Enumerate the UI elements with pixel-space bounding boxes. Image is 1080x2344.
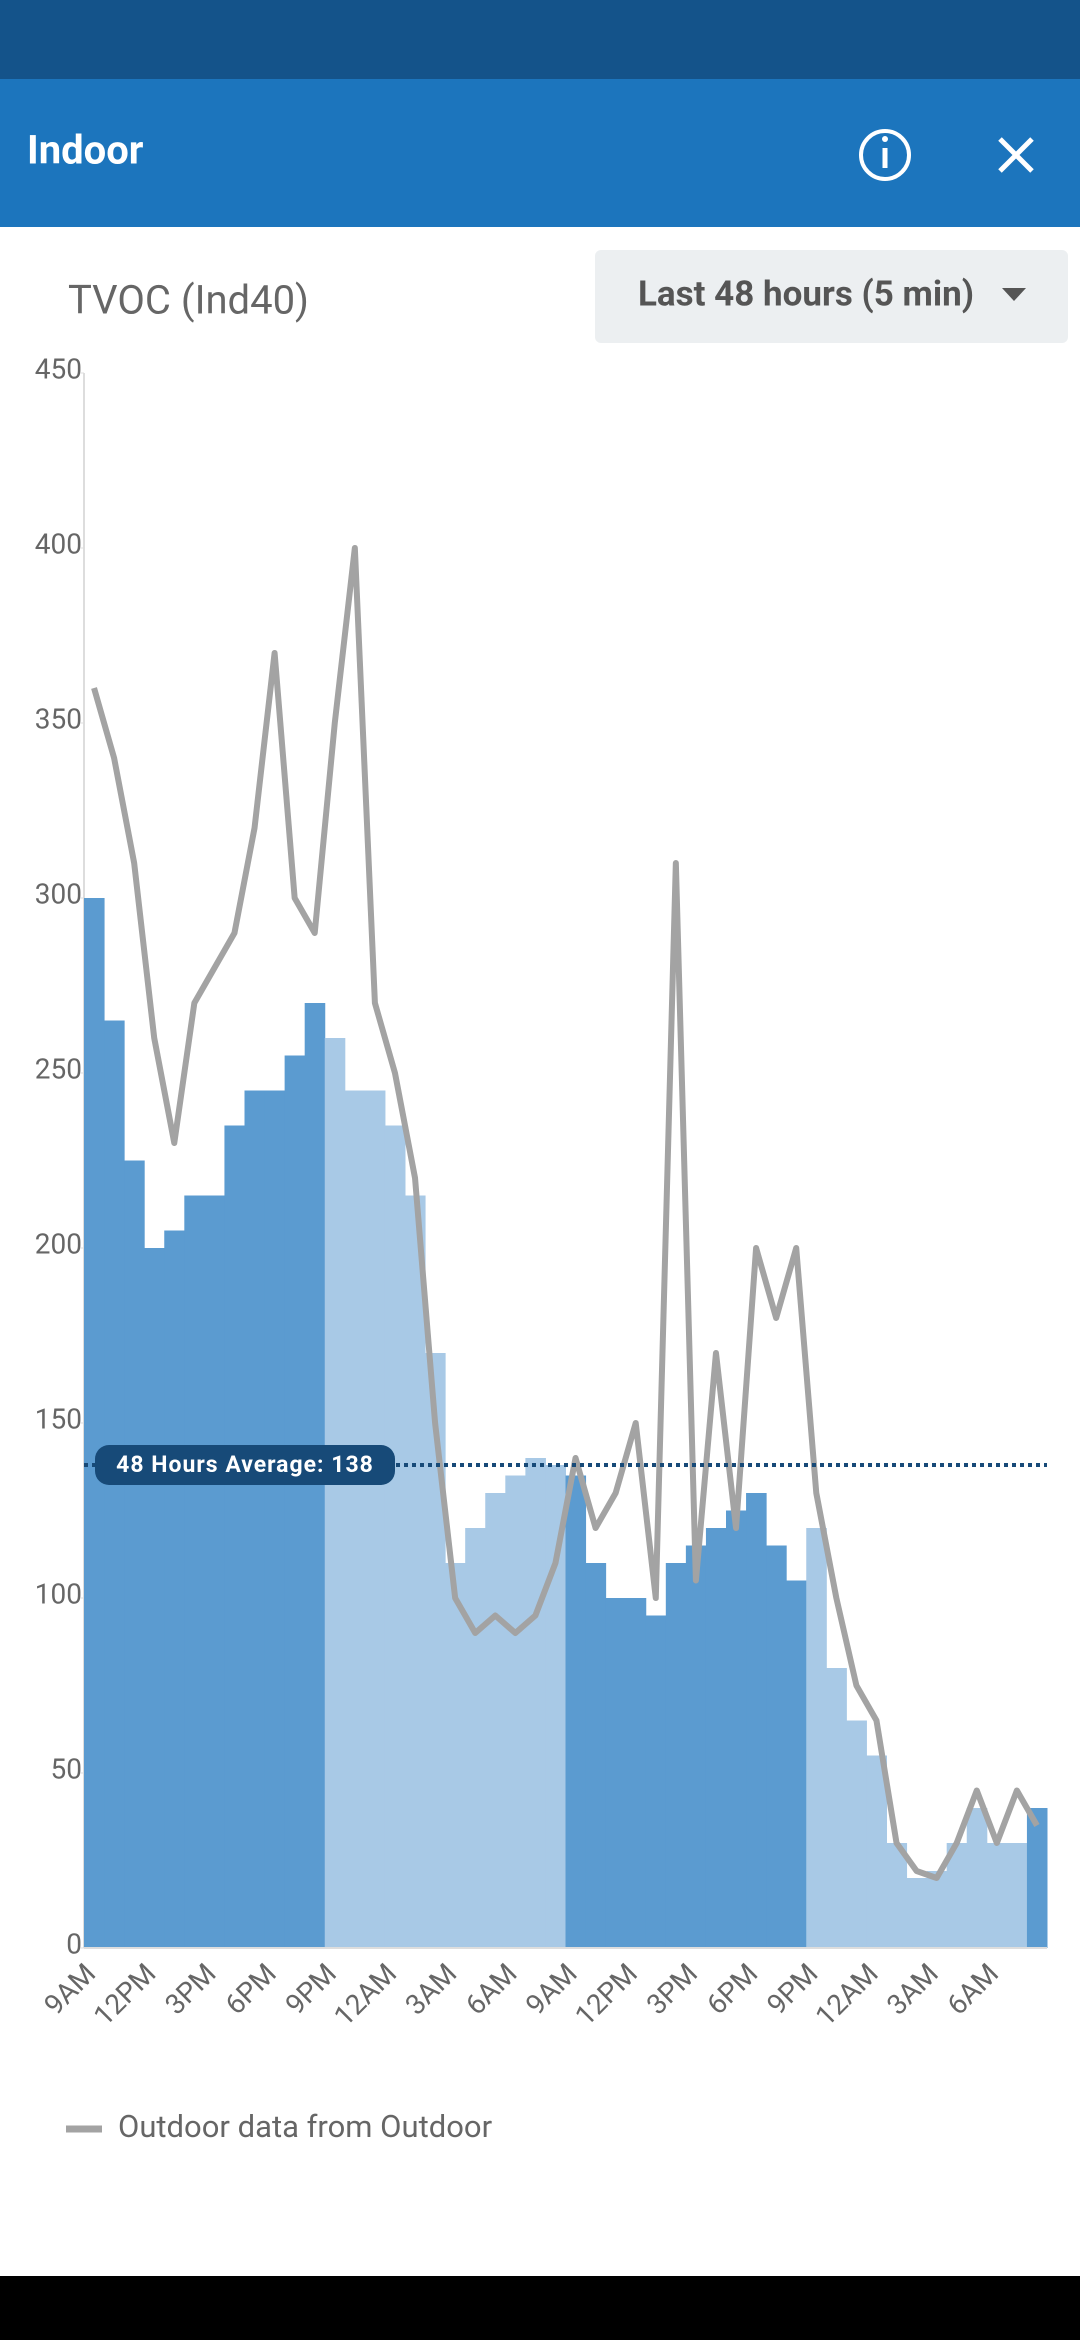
bar [665,1563,687,1948]
range-dropdown[interactable]: Last 48 hours (5 min) [595,250,1068,343]
y-tick-label: 0 [66,1927,82,1960]
y-tick-label: 200 [35,1227,82,1260]
x-tick-label: 3AM [399,1957,464,2022]
bar [726,1510,747,1948]
bar [906,1878,928,1948]
bar [465,1528,486,1948]
bar [364,1090,386,1948]
bar [645,1615,667,1948]
x-tick-label: 12AM [327,1957,403,2033]
y-tick-label: 400 [35,527,82,560]
chart-title: TVOC (Ind40) [68,277,309,324]
app-title: Indoor [27,127,144,174]
x-tick-label: 3PM [158,1957,222,2021]
bar [525,1458,546,1948]
bar [184,1195,205,1948]
bar [866,1755,887,1948]
bar [766,1545,787,1948]
bar [986,1843,1008,1948]
x-tick-label: 3PM [640,1957,704,2021]
bar [746,1493,767,1948]
bar [224,1125,245,1948]
y-tick-label: 50 [51,1752,82,1785]
x-tick-label: 6AM [940,1957,1005,2022]
y-tick-label: 350 [35,702,82,735]
bar [405,1195,426,1948]
status-bar [0,0,1080,79]
bar [124,1160,145,1948]
bar [705,1528,727,1948]
app-bar [0,79,1080,227]
nav-bar [0,2276,1080,2340]
bar [144,1248,165,1948]
bar [946,1843,968,1948]
bar [445,1563,466,1948]
bar [1026,1808,1048,1948]
bar [344,1090,366,1948]
info-button[interactable] [859,129,911,181]
bar [806,1528,827,1948]
y-tick-label: 100 [35,1577,82,1610]
x-tick-label: 6AM [459,1957,524,2022]
x-tick-label: 6PM [218,1957,282,2021]
x-tick-label: 6PM [700,1957,764,2021]
bar [485,1493,506,1948]
x-tick-label: 12PM [87,1957,162,2032]
y-tick-label: 450 [35,352,82,385]
y-tick-label: 250 [35,1052,82,1085]
bar [565,1475,587,1948]
bar [585,1563,607,1948]
bar [886,1843,908,1948]
bar [826,1668,847,1948]
bar [926,1871,948,1948]
y-tick-label: 300 [35,877,82,910]
close-button[interactable] [998,137,1034,173]
bar [505,1475,526,1948]
bar [324,1038,346,1948]
bar [425,1353,446,1948]
bar [1006,1843,1028,1948]
bar [164,1230,185,1948]
dropdown-label: Last 48 hours (5 min) [638,273,974,314]
bar [244,1090,266,1948]
bar [685,1545,707,1948]
bar [846,1720,867,1948]
bar [545,1465,566,1948]
x-tick-label: 3AM [880,1957,945,2022]
bar [264,1090,286,1948]
y-tick-label: 150 [35,1402,82,1435]
bar [966,1808,988,1948]
bar [625,1598,647,1948]
outdoor-line [91,545,1040,1881]
average-badge [95,1445,395,1485]
bar [605,1598,627,1948]
bar [204,1195,225,1948]
bar [84,898,105,1948]
bar [284,1055,306,1948]
x-tick-label: 12AM [809,1957,885,2033]
x-tick-label: 12PM [568,1957,643,2032]
average-label: 48 Hours Average: 138 [116,1451,374,1478]
legend-label: Outdoor data from Outdoor [118,2108,493,2145]
bar [384,1125,406,1948]
bar [786,1580,807,1948]
